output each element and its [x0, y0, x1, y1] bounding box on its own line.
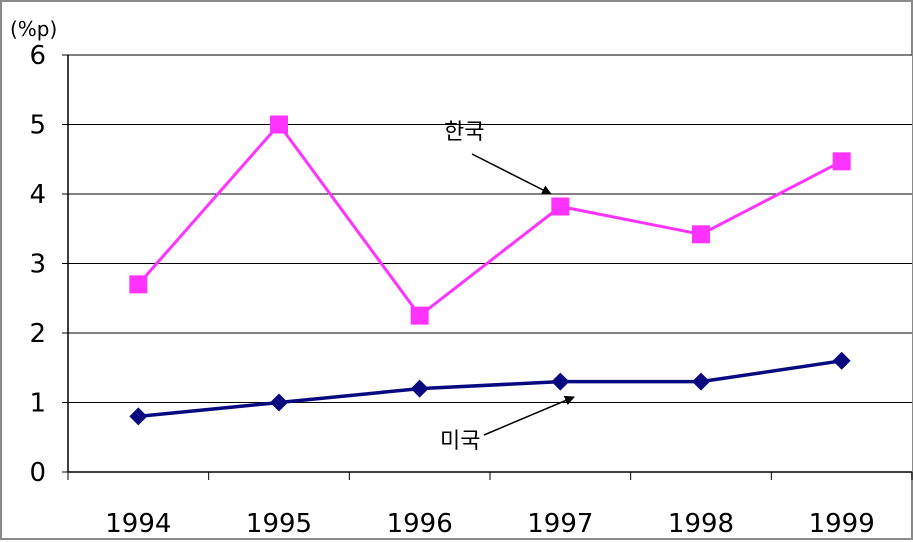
y-axis-unit-label: (%p): [10, 17, 57, 41]
x-tick-label-1996: 1996: [387, 509, 453, 539]
series-1-point-1994: [129, 407, 148, 426]
series-0-point-1995: [270, 115, 288, 134]
x-tick-label-1997: 1997: [527, 509, 593, 539]
series-0-point-1997: [551, 197, 570, 216]
annotation-label-1: 미국: [440, 429, 480, 454]
series-0-point-1994: [129, 275, 148, 294]
annotation-arrow-0: [471, 153, 552, 195]
y-tick-label-0: 0: [29, 458, 46, 488]
annotation-arrow-1: [483, 395, 575, 436]
axes: 0 1 2 3 4 5 6 1994 1995 1996 1997 1998 1999: [29, 41, 913, 539]
x-tick-label-1994: 1994: [105, 509, 171, 539]
series-1-point-1999: [832, 351, 851, 370]
series-1-point-1995: [270, 393, 288, 412]
y-tick-label-2: 2: [29, 319, 46, 349]
y-tick-label-3: 3: [29, 250, 46, 280]
y-tick-label-6: 6: [29, 41, 46, 71]
annotation-label-0: 한국: [444, 120, 484, 145]
x-tick-label-1998: 1998: [668, 509, 734, 539]
series-1-point-1996: [410, 379, 429, 398]
series-0-point-1998: [692, 225, 710, 244]
series-0-point-1999: [832, 152, 851, 171]
y-tick-label-4: 4: [29, 180, 46, 210]
series-1-point-1997: [551, 372, 570, 391]
x-tick-label-1999: 1999: [809, 509, 875, 539]
x-tick-label-1995: 1995: [246, 509, 312, 539]
series-line-0: [137, 122, 843, 318]
y-tick-label-1: 1: [29, 389, 46, 419]
y-tick-label-5: 5: [29, 111, 46, 141]
series-0-point-1996: [410, 306, 429, 325]
series-1-point-1998: [692, 372, 710, 391]
series-group: [129, 115, 851, 426]
gridlines: [68, 54, 912, 403]
series-line-1: [138, 359, 842, 419]
